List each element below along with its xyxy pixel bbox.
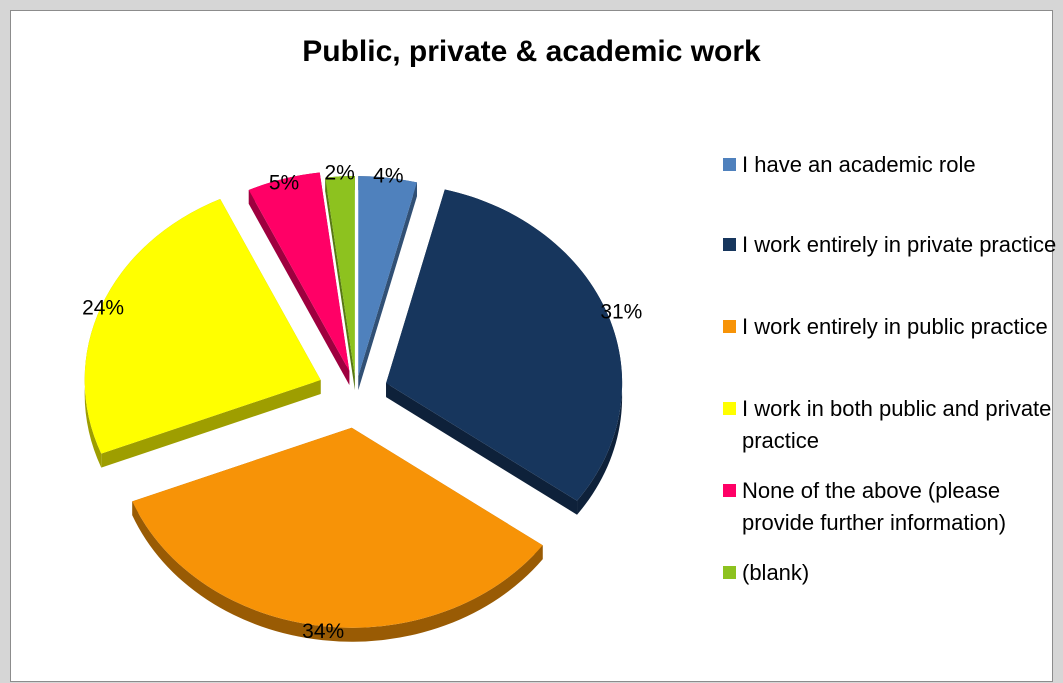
data-label: 2% — [324, 162, 354, 185]
legend-item: (blank) — [723, 557, 1063, 589]
chart-frame: Public, private & academic work 4% 31% 34%… — [10, 10, 1056, 682]
pie-slice — [248, 172, 350, 385]
data-label: 24% — [82, 297, 124, 320]
legend-swatch — [723, 158, 736, 171]
chart-title: Public, private & academic work — [302, 35, 761, 68]
legend-item: None of the above (please provide furthe… — [723, 475, 1063, 539]
legend-item: I work in both public and private practi… — [723, 393, 1063, 457]
pie-slice-top — [248, 172, 350, 371]
pie-slice-top — [386, 189, 623, 501]
legend-item: I work entirely in private practice — [723, 229, 1063, 261]
pie-slice-top — [132, 427, 543, 628]
pie-slice — [84, 199, 321, 468]
data-label: 4% — [373, 165, 403, 188]
legend-swatch — [723, 238, 736, 251]
pie-slice — [358, 176, 417, 391]
legend-swatch — [723, 566, 736, 579]
pie-slice — [386, 189, 623, 515]
pie-slice — [325, 176, 355, 391]
legend-swatch — [723, 402, 736, 415]
pie-slice — [132, 427, 543, 642]
data-label: 31% — [600, 301, 642, 324]
legend-label: I work entirely in public practice — [742, 314, 1048, 339]
data-label: 5% — [269, 172, 299, 195]
data-label: 34% — [302, 620, 344, 643]
legend-item: I have an academic role — [723, 149, 1063, 181]
legend-swatch — [723, 320, 736, 333]
pie-slice-top — [358, 176, 417, 377]
legend-label: I work in both public and private practi… — [742, 396, 1052, 453]
legend-label: (blank) — [742, 560, 810, 585]
legend-label: None of the above (please provide furthe… — [742, 478, 1007, 535]
legend-label: I work entirely in private practice — [742, 232, 1057, 257]
pie-chart: 4% 31% 34% 24% 5% 2% — [82, 162, 642, 643]
legend-item: I work entirely in public practice — [723, 311, 1063, 343]
legend-swatch — [723, 484, 736, 497]
legend-label: I have an academic role — [742, 152, 976, 177]
pie-slice-top — [325, 176, 355, 377]
pie-slice-top — [84, 199, 321, 454]
